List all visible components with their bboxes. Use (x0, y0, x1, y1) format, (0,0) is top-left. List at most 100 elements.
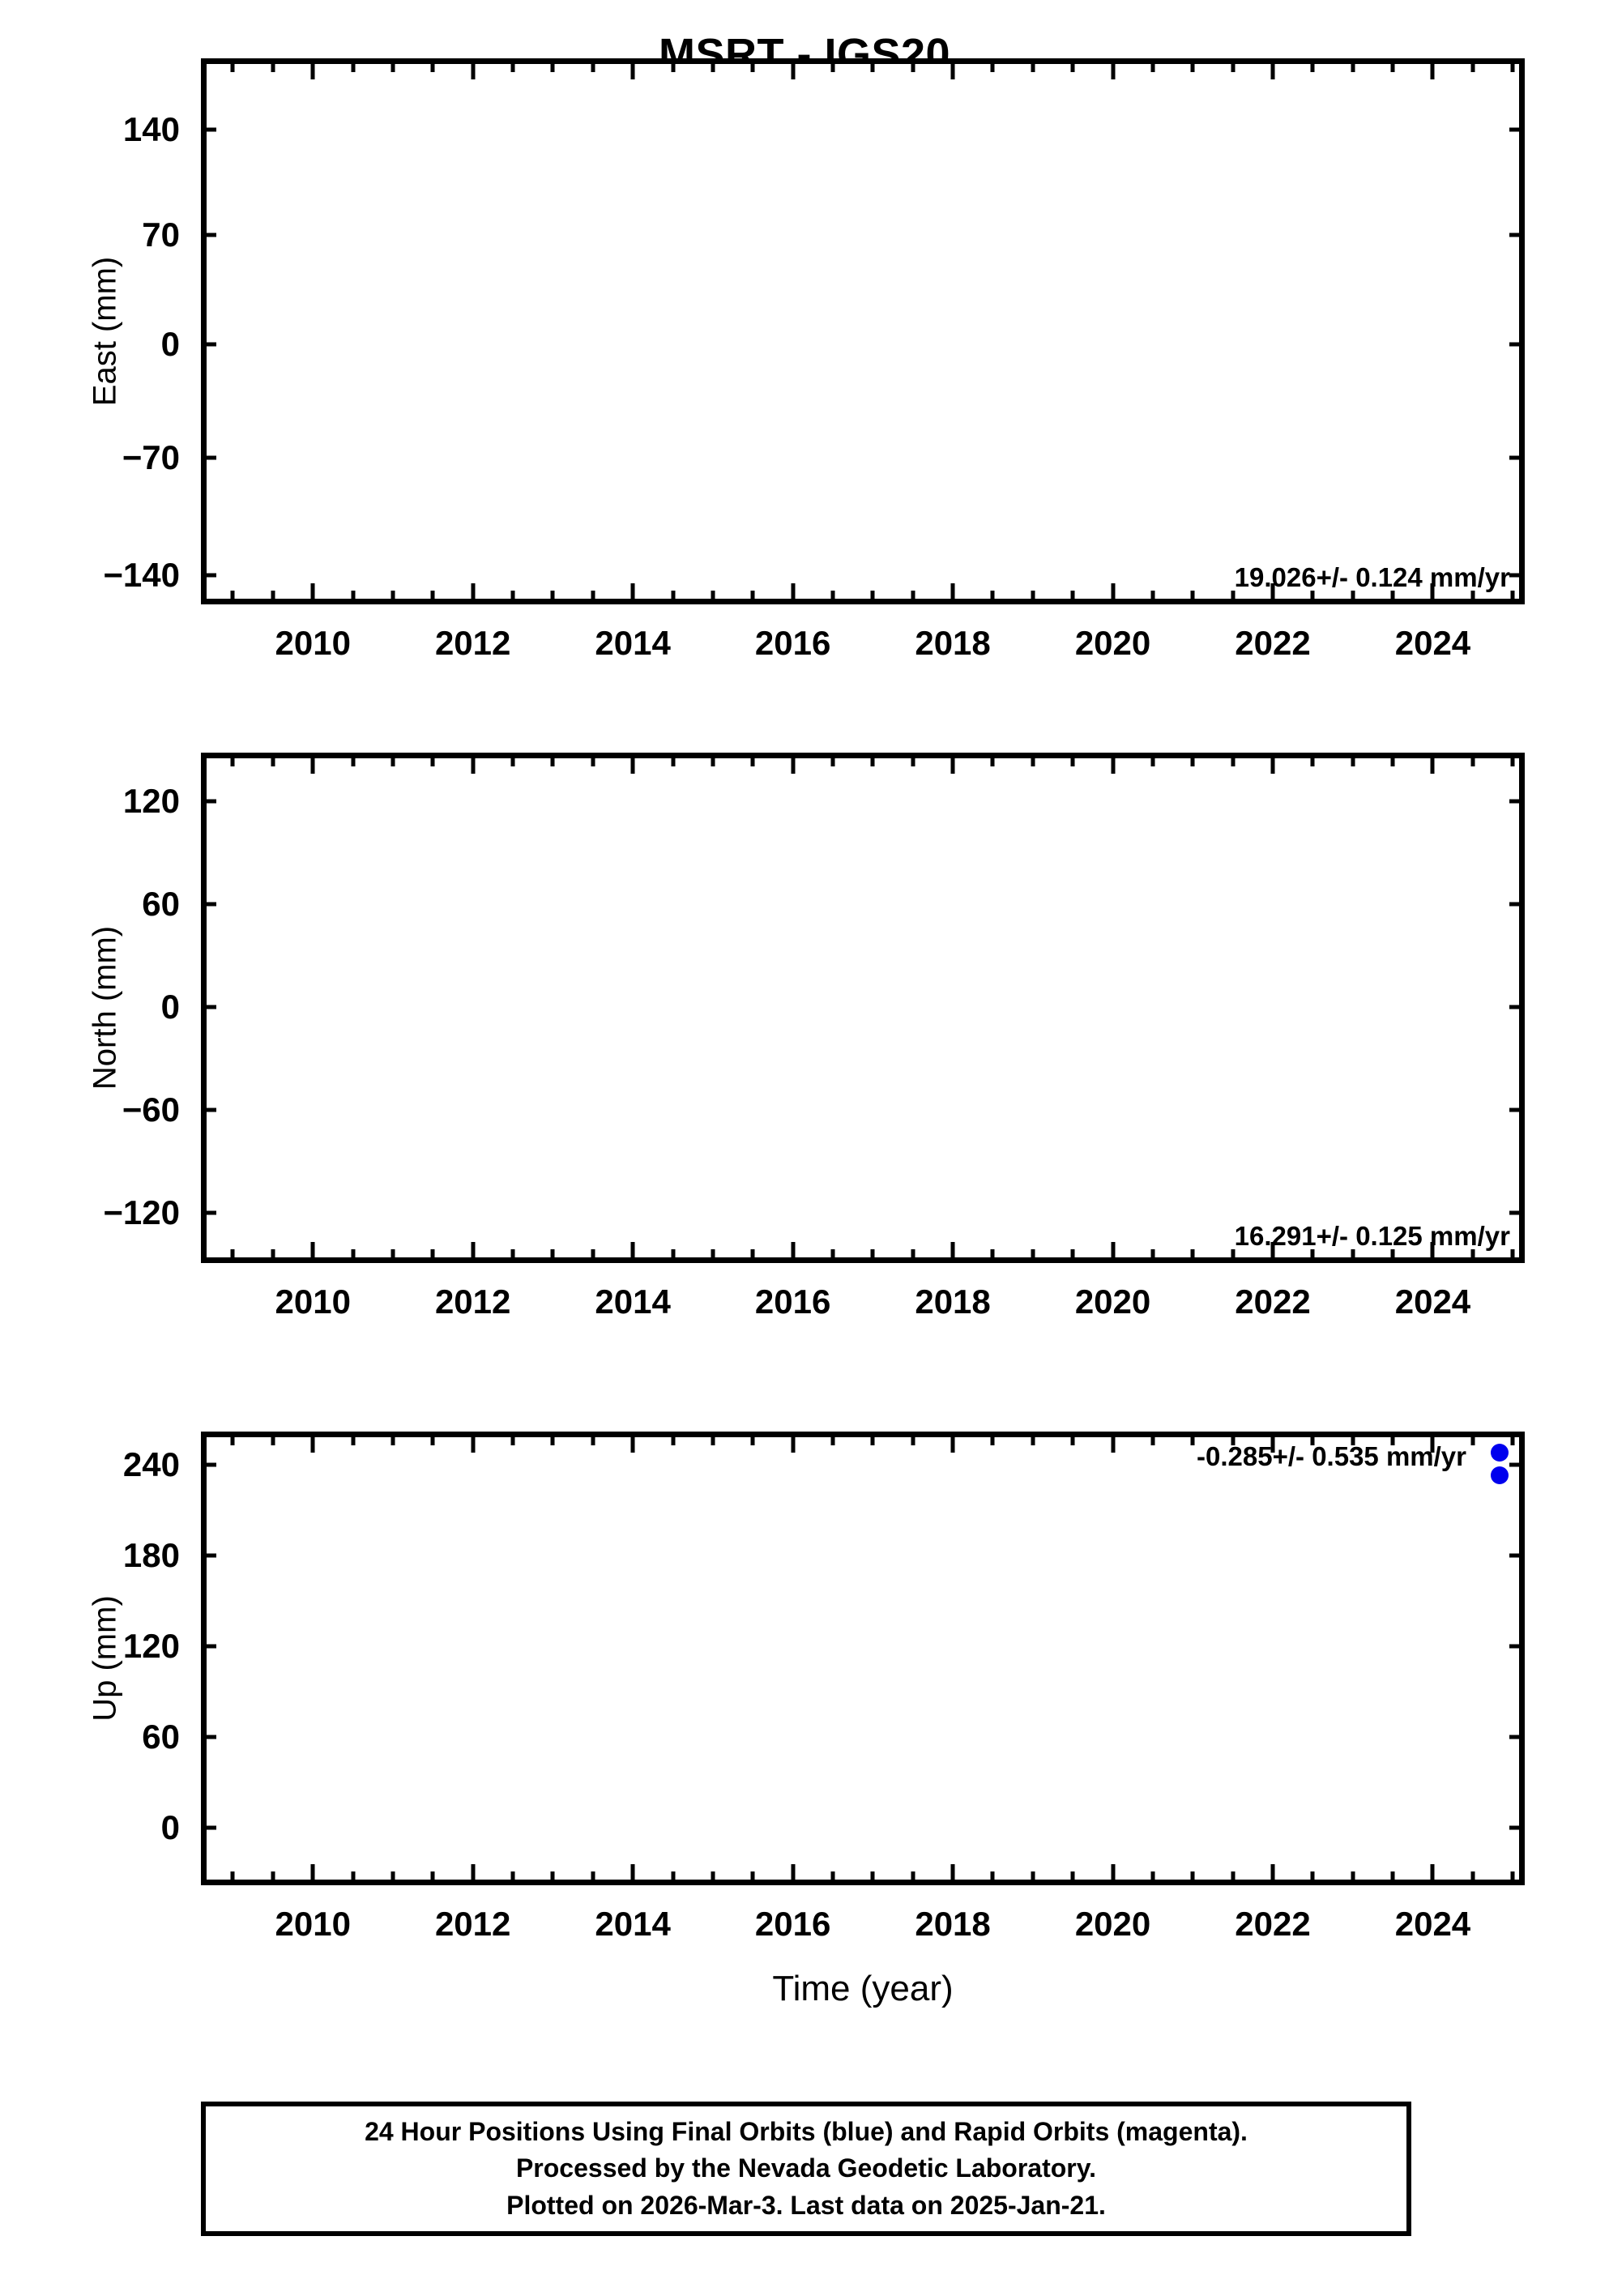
x-tick-mark (791, 1864, 796, 1885)
rate-annotation-north: 16.291+/- 0.125 mm/yr (1234, 1221, 1510, 1251)
x-tick-mark (630, 1242, 635, 1263)
x-tick-mark (1111, 583, 1116, 604)
x-tick-mark (1031, 58, 1035, 72)
x-tick-mark (1510, 1249, 1515, 1263)
x-tick-mark (230, 1249, 235, 1263)
x-tick-mark (1070, 1871, 1075, 1885)
x-tick-mark (1070, 1432, 1075, 1445)
y-tick-label-up-1: 180 (122, 1536, 180, 1574)
x-tick-label-2022: 2022 (1235, 1282, 1311, 1321)
x-tick-mark (711, 591, 715, 604)
x-tick-mark (1470, 58, 1475, 72)
x-tick-mark (671, 1249, 675, 1263)
x-tick-mark (1270, 1242, 1275, 1263)
x-tick-mark (1310, 1432, 1315, 1445)
x-tick-mark (1430, 58, 1435, 79)
x-tick-label-2020: 2020 (1074, 1905, 1151, 1943)
x-tick-mark (1270, 1864, 1275, 1885)
x-tick-mark (1310, 58, 1315, 72)
x-tick-label-2010: 2010 (275, 1905, 351, 1943)
x-tick-label-2012: 2012 (434, 1905, 511, 1943)
x-tick-mark (1231, 58, 1236, 72)
x-tick-mark (550, 1249, 555, 1263)
y-tick-label-east-2: 0 (160, 325, 180, 363)
x-tick-mark (310, 1432, 315, 1453)
x-tick-mark (391, 753, 395, 766)
x-tick-mark (1111, 1864, 1116, 1885)
legend-marker-up (1491, 1444, 1509, 1484)
x-tick-mark (271, 753, 275, 766)
y-axis-label-north: North (mm) (87, 925, 123, 1090)
y-tick-label-north-2: 0 (160, 988, 180, 1026)
x-tick-mark (1070, 591, 1075, 604)
panel-north: North (mm) 120 60 0 −60 −120 16.291+/- 0… (87, 753, 1525, 1321)
y-tick-mark (201, 1735, 216, 1739)
x-tick-mark (1070, 58, 1075, 72)
y-tick-label-north-4: −120 (103, 1193, 180, 1231)
x-tick-mark (510, 753, 515, 766)
x-tick-mark (1270, 583, 1275, 604)
x-tick-mark (310, 1864, 315, 1885)
x-tick-mark (1310, 591, 1315, 604)
x-tick-mark (911, 1432, 915, 1445)
plot-frame-north (201, 753, 1525, 1263)
x-tick-mark (750, 58, 755, 72)
x-tick-label-2016: 2016 (754, 1905, 831, 1943)
x-tick-mark (310, 1242, 315, 1263)
x-tick-mark (1070, 1249, 1075, 1263)
x-tick-mark (630, 58, 635, 79)
x-tick-mark (1510, 591, 1515, 604)
x-tick-mark (1390, 753, 1395, 766)
x-tick-mark (870, 1249, 875, 1263)
x-tick-label-2016: 2016 (754, 1282, 831, 1321)
y-tick-label-up-4: 0 (160, 1808, 180, 1846)
y-tick-label-east-3: −70 (122, 438, 180, 476)
x-tick-mark (630, 1864, 635, 1885)
y-tick-mark (1509, 902, 1525, 907)
x-tick-mark (1070, 753, 1075, 766)
x-tick-mark (271, 58, 275, 72)
x-tick-mark (630, 583, 635, 604)
x-tick-mark (351, 1871, 356, 1885)
x-tick-mark (471, 58, 476, 79)
y-tick-label-up-2: 120 (122, 1627, 180, 1665)
x-tick-mark (230, 58, 235, 72)
x-tick-label-2014: 2014 (595, 1905, 671, 1943)
y-tick-mark (1509, 127, 1525, 132)
x-tick-mark (271, 1871, 275, 1885)
x-tick-mark (1190, 1871, 1195, 1885)
x-tick-mark (1470, 591, 1475, 604)
x-tick-mark (870, 753, 875, 766)
x-tick-mark (750, 1249, 755, 1263)
x-axis-title: Time (year) (772, 1969, 954, 2008)
footer-line-1: 24 Hour Positions Using Final Orbits (bl… (365, 2116, 1248, 2146)
x-tick-mark (950, 1432, 955, 1453)
x-tick-mark (391, 1432, 395, 1445)
x-tick-label-2010: 2010 (275, 624, 351, 662)
x-tick-label-2022: 2022 (1235, 624, 1311, 662)
x-tick-mark (271, 1249, 275, 1263)
x-tick-mark (950, 753, 955, 774)
x-tick-mark (1031, 753, 1035, 766)
x-tick-mark (1470, 1249, 1475, 1263)
x-tick-mark (1390, 1871, 1395, 1885)
x-tick-label-2018: 2018 (915, 1905, 991, 1943)
x-tick-mark (1150, 58, 1155, 72)
x-tick-mark (750, 1432, 755, 1445)
x-tick-mark (1190, 58, 1195, 72)
x-tick-mark (1390, 591, 1395, 604)
x-tick-mark (591, 753, 595, 766)
y-tick-mark (201, 1107, 216, 1112)
x-tick-mark (750, 753, 755, 766)
x-tick-mark (1231, 591, 1236, 604)
x-tick-mark (550, 58, 555, 72)
x-tick-mark (1310, 1249, 1315, 1263)
y-tick-mark (201, 455, 216, 460)
x-tick-mark (510, 1871, 515, 1885)
rate-annotation-up: -0.285+/- 0.535 mm/yr (1197, 1441, 1466, 1471)
x-tick-mark (1190, 753, 1195, 766)
footer-caption-box: 24 Hour Positions Using Final Orbits (bl… (201, 2102, 1411, 2236)
x-tick-mark (1231, 1871, 1236, 1885)
x-tick-mark (870, 58, 875, 72)
x-tick-mark (1470, 753, 1475, 766)
